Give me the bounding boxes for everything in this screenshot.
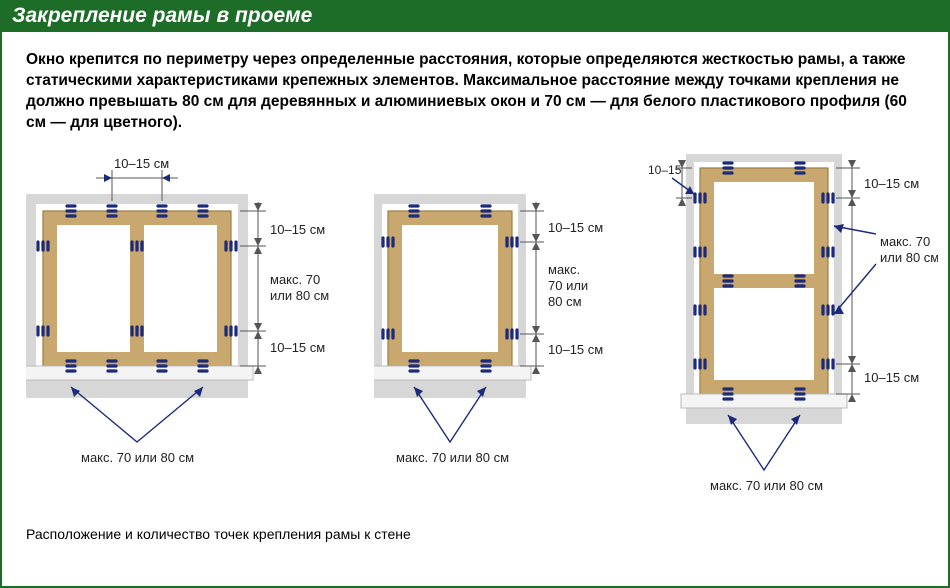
glass-top — [714, 182, 814, 274]
diagram-row: 10–15 см 10–15 см макс. 70 — [26, 154, 924, 512]
dim-r1: 10–15 см — [548, 220, 603, 235]
dim-right: 10–15 см макс. 70 или 80 см 10–15 см — [834, 160, 938, 402]
content-box: Окно крепится по периметру через определ… — [0, 32, 950, 588]
bottom-callout: макс. 70 или 80 см — [71, 387, 203, 465]
bottom-callout: макс. 70 или 80 см — [710, 415, 823, 493]
bottom-label: макс. 70 или 80 см — [710, 478, 823, 493]
figure-caption: Расположение и количество точек креплени… — [26, 526, 924, 542]
header-bar: Закрепление рамы в проеме — [0, 0, 950, 32]
bottom-label: макс. 70 или 80 см — [81, 450, 194, 465]
glass-bottom — [714, 288, 814, 380]
diagram-two-sash-horizontal: 10–15 10–15 см — [648, 154, 938, 512]
dim-r3: 10–15 см — [270, 340, 325, 355]
glass — [402, 225, 498, 352]
dim-r3: 10–15 см — [864, 370, 919, 385]
bottom-callout: макс. 70 или 80 см — [396, 387, 509, 465]
dim-r1: 10–15 см — [864, 176, 919, 191]
glass-right — [144, 225, 217, 352]
diagram-svg: 10–15 см макс. 70 или 80 см 10–15 см мак… — [374, 154, 610, 484]
dim-r1: 10–15 см — [270, 222, 325, 237]
dim-r2b: или 80 см — [270, 288, 329, 303]
dim-r3: 10–15 см — [548, 342, 603, 357]
sill — [374, 366, 531, 380]
header-title: Закрепление рамы в проеме — [12, 4, 312, 27]
dim-r2c: 80 см — [548, 294, 582, 309]
intro-text: Окно крепится по периметру через определ… — [26, 50, 924, 134]
dim-r2b: 70 или — [548, 278, 588, 293]
dim-right: 10–15 см макс. 70 или 80 см 10–15 см — [520, 202, 603, 374]
dim-r2b: или 80 см — [880, 250, 938, 265]
dim-r2a: макс. — [548, 262, 580, 277]
diagram-single-sash: 10–15 см макс. 70 или 80 см 10–15 см мак… — [374, 154, 610, 484]
bottom-label: макс. 70 или 80 см — [396, 450, 509, 465]
diagram-svg: 10–15 см 10–15 см макс. 70 — [26, 154, 336, 484]
dim-r2a: макс. 70 — [270, 272, 320, 287]
diagram-svg: 10–15 10–15 см — [648, 154, 938, 512]
sill — [681, 394, 847, 408]
dim-r2a: макс. 70 — [880, 234, 930, 249]
dim-right: 10–15 см макс. 70 или 80 см 10–15 см — [240, 202, 329, 374]
glass-left — [57, 225, 130, 352]
sill — [26, 366, 253, 380]
diagram-two-sash-vertical: 10–15 см 10–15 см макс. 70 — [26, 154, 336, 484]
dim-left-label: 10–15 — [648, 163, 682, 177]
dim-top-label: 10–15 см — [114, 156, 169, 171]
